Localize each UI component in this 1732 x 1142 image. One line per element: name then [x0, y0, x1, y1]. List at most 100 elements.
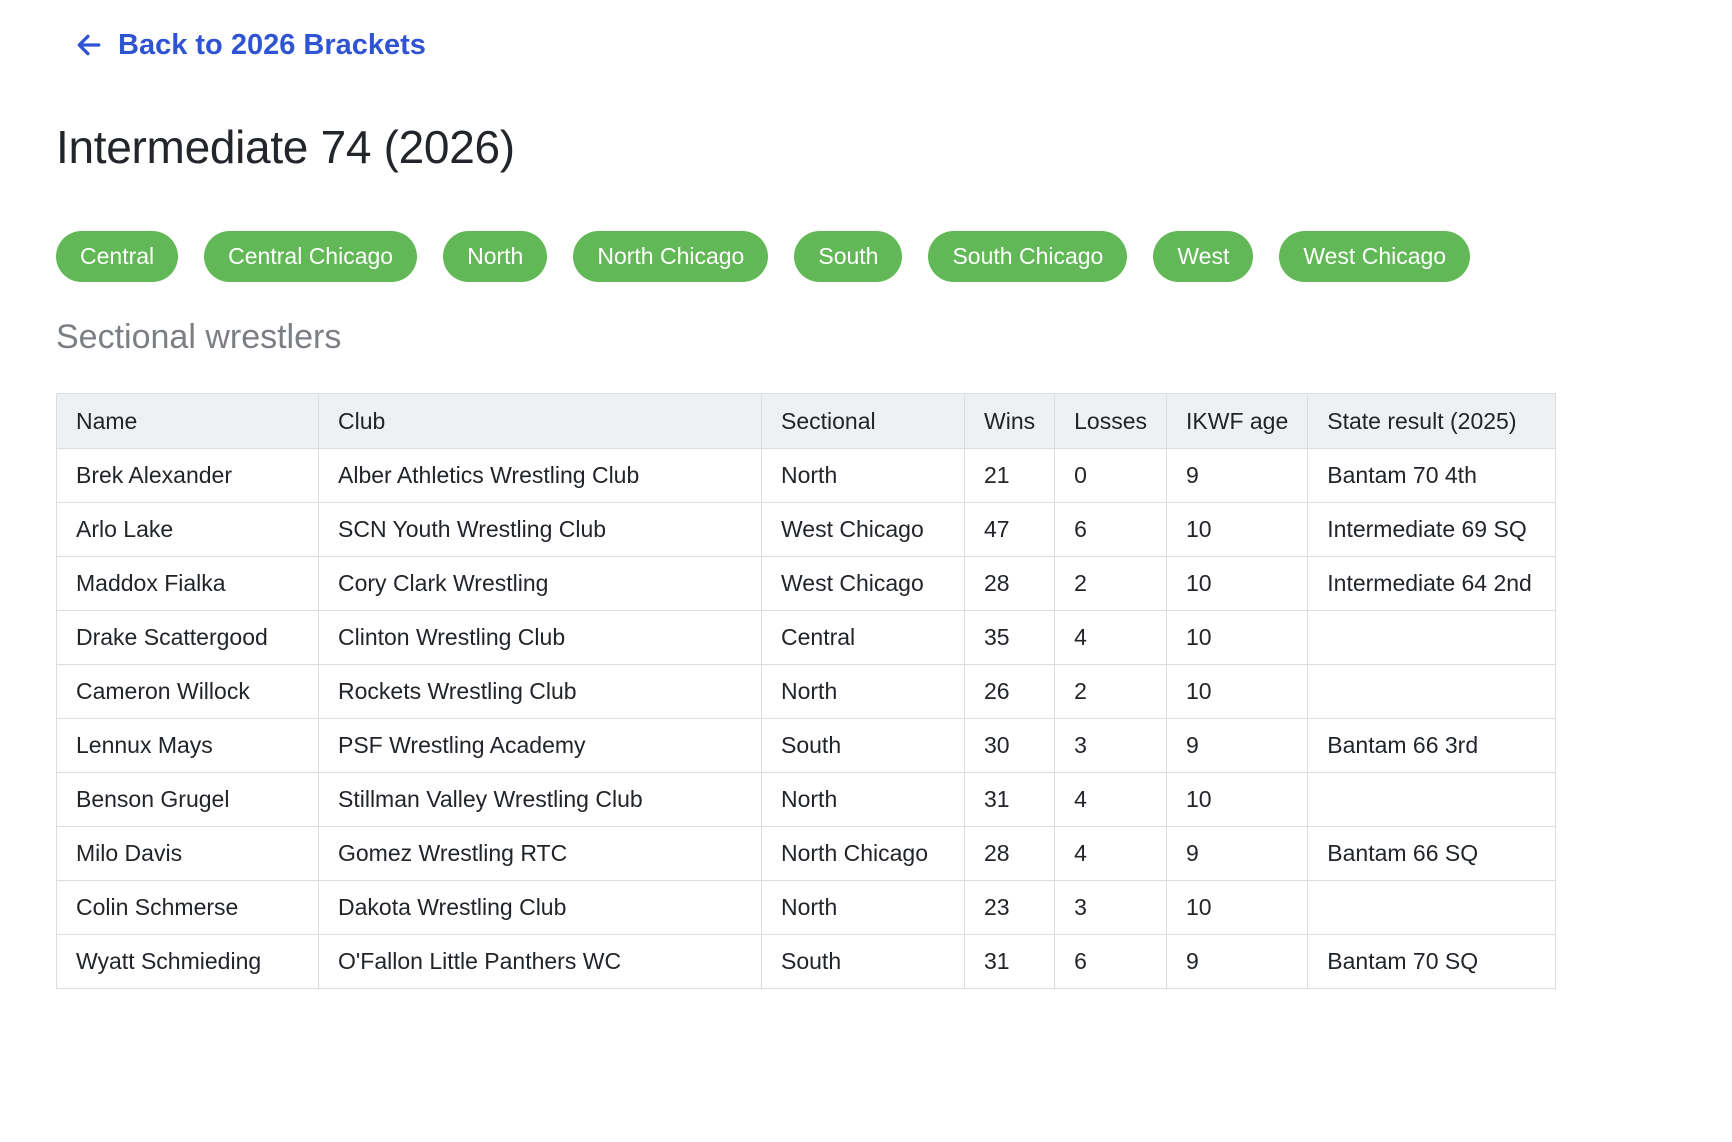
cell-losses: 3	[1054, 718, 1167, 773]
wrestlers-table-container: Name Club Sectional Wins Losses IKWF age State…	[56, 393, 1732, 989]
cell-name: Milo Davis	[56, 826, 319, 881]
column-header-name: Name	[56, 393, 319, 449]
column-header-wins: Wins	[963, 393, 1056, 449]
cell-name: Wyatt Schmieding	[56, 934, 319, 989]
column-header-state-result-2025: State result (2025)	[1307, 393, 1557, 449]
table-row: Maddox Fialka Cory Clark Wrestling West Ch…	[56, 556, 1557, 611]
table-row: Brek Alexander Alber Athletics Wrestling …	[56, 448, 1557, 503]
table-header: Name Club Sectional Wins Losses IKWF age State…	[56, 393, 1557, 449]
cell-losses: 3	[1054, 880, 1167, 935]
cell-club: O'Fallon Little Panthers WC	[318, 934, 762, 989]
table-row: Milo Davis Gomez Wrestling RTC North Chica…	[56, 826, 1557, 881]
table-body: Brek Alexander Alber Athletics Wrestling …	[56, 448, 1557, 989]
sectional-pill-central[interactable]: Central	[56, 231, 179, 282]
cell-club: Clinton Wrestling Club	[318, 610, 762, 665]
table-row: Wyatt Schmieding O'Fallon Little Panthers…	[56, 934, 1557, 989]
table-row: Arlo Lake SCN Youth Wrestling Club West Ch…	[56, 502, 1557, 557]
cell-club: Cory Clark Wrestling	[318, 556, 762, 611]
cell-state-result: Bantam 66 3rd	[1307, 718, 1557, 773]
cell-wins: 28	[963, 556, 1056, 611]
cell-club: Rockets Wrestling Club	[318, 664, 762, 719]
cell-losses: 6	[1054, 934, 1167, 989]
cell-ikwf-age: 9	[1165, 826, 1309, 881]
table-row: Colin Schmerse Dakota Wrestling Club North…	[56, 880, 1557, 935]
cell-club: Stillman Valley Wrestling Club	[318, 772, 762, 827]
cell-state-result: Bantam 66 SQ	[1307, 826, 1557, 881]
cell-name: Lennux Mays	[56, 718, 319, 773]
cell-ikwf-age: 9	[1165, 718, 1309, 773]
cell-name: Arlo Lake	[56, 502, 319, 557]
cell-name: Benson Grugel	[56, 772, 319, 827]
cell-ikwf-age: 10	[1165, 610, 1309, 665]
cell-losses: 4	[1054, 772, 1167, 827]
cell-state-result: Intermediate 64 2nd	[1307, 556, 1557, 611]
cell-sectional: South	[761, 718, 965, 773]
cell-losses: 0	[1054, 448, 1167, 503]
cell-name: Colin Schmerse	[56, 880, 319, 935]
cell-sectional: North	[761, 772, 965, 827]
cell-sectional: West Chicago	[761, 556, 965, 611]
cell-state-result: Bantam 70 SQ	[1307, 934, 1557, 989]
cell-club: Dakota Wrestling Club	[318, 880, 762, 935]
cell-state-result	[1307, 610, 1557, 665]
sectional-pill-north[interactable]: North	[443, 231, 548, 282]
cell-wins: 28	[963, 826, 1056, 881]
cell-state-result: Intermediate 69 SQ	[1307, 502, 1557, 557]
column-header-ikwf-age: IKWF age	[1165, 393, 1309, 449]
sectional-pill-south[interactable]: South	[794, 231, 903, 282]
cell-club: Gomez Wrestling RTC	[318, 826, 762, 881]
cell-wins: 21	[963, 448, 1056, 503]
cell-losses: 2	[1054, 664, 1167, 719]
cell-name: Drake Scattergood	[56, 610, 319, 665]
table-row: Lennux Mays PSF Wrestling Academy South 30 3…	[56, 718, 1557, 773]
sectional-pill-north-chicago[interactable]: North Chicago	[573, 231, 769, 282]
sectional-filter-pills: Central Central Chicago North North Chicago…	[56, 231, 1471, 282]
cell-club: PSF Wrestling Academy	[318, 718, 762, 773]
table-row: Benson Grugel Stillman Valley Wrestling C…	[56, 772, 1557, 827]
cell-wins: 35	[963, 610, 1056, 665]
cell-losses: 2	[1054, 556, 1167, 611]
cell-name: Brek Alexander	[56, 448, 319, 503]
cell-ikwf-age: 10	[1165, 772, 1309, 827]
cell-sectional: North Chicago	[761, 826, 965, 881]
cell-wins: 30	[963, 718, 1056, 773]
cell-ikwf-age: 10	[1165, 880, 1309, 935]
cell-state-result	[1307, 664, 1557, 719]
cell-sectional: North	[761, 448, 965, 503]
cell-state-result	[1307, 880, 1557, 935]
back-link-label: Back to 2026 Brackets	[118, 28, 426, 61]
cell-wins: 47	[963, 502, 1056, 557]
cell-sectional: North	[761, 880, 965, 935]
sectional-pill-west-chicago[interactable]: West Chicago	[1279, 231, 1471, 282]
cell-wins: 26	[963, 664, 1056, 719]
cell-losses: 6	[1054, 502, 1167, 557]
cell-ikwf-age: 10	[1165, 556, 1309, 611]
cell-club: SCN Youth Wrestling Club	[318, 502, 762, 557]
back-to-brackets-link[interactable]: Back to 2026 Brackets	[76, 26, 426, 64]
cell-losses: 4	[1054, 826, 1167, 881]
page-title: Intermediate 74 (2026)	[56, 121, 515, 173]
cell-state-result	[1307, 772, 1557, 827]
table-row: Drake Scattergood Clinton Wrestling Club C…	[56, 610, 1557, 665]
column-header-sectional: Sectional	[761, 393, 965, 449]
arrow-left-icon	[77, 34, 101, 56]
sectional-pill-west[interactable]: West	[1153, 231, 1254, 282]
table-row: Cameron Willock Rockets Wrestling Club Nor…	[56, 664, 1557, 719]
table-header-row: Name Club Sectional Wins Losses IKWF age State…	[56, 393, 1557, 449]
cell-sectional: South	[761, 934, 965, 989]
cell-losses: 4	[1054, 610, 1167, 665]
wrestlers-table: Name Club Sectional Wins Losses IKWF age State…	[56, 393, 1557, 989]
cell-ikwf-age: 10	[1165, 664, 1309, 719]
sectional-pill-central-chicago[interactable]: Central Chicago	[204, 231, 418, 282]
cell-name: Cameron Willock	[56, 664, 319, 719]
sectional-pill-south-chicago[interactable]: South Chicago	[928, 231, 1128, 282]
cell-ikwf-age: 10	[1165, 502, 1309, 557]
cell-state-result: Bantam 70 4th	[1307, 448, 1557, 503]
cell-name: Maddox Fialka	[56, 556, 319, 611]
column-header-club: Club	[318, 393, 762, 449]
cell-wins: 31	[963, 772, 1056, 827]
cell-ikwf-age: 9	[1165, 934, 1309, 989]
column-header-losses: Losses	[1054, 393, 1167, 449]
cell-wins: 23	[963, 880, 1056, 935]
